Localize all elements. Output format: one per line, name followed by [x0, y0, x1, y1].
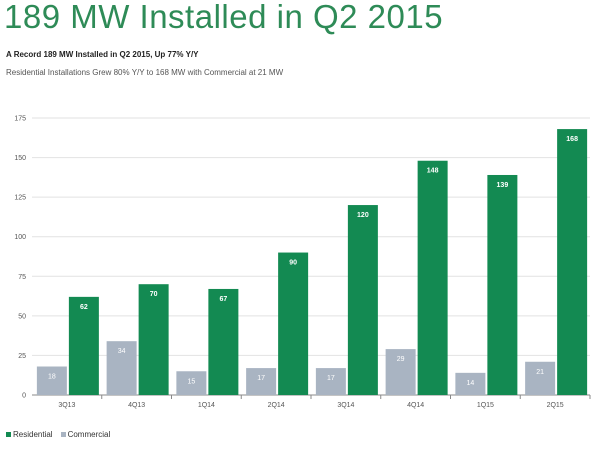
- y-tick-label: 50: [18, 313, 26, 320]
- bar-residential: [208, 288, 239, 395]
- data-label-residential: 148: [427, 168, 439, 175]
- bar-commercial: [315, 368, 346, 395]
- bar-residential: [138, 284, 169, 395]
- y-tick-label: 150: [14, 155, 26, 162]
- data-label-commercial: 14: [466, 380, 474, 387]
- legend-label-commercial: Commercial: [67, 430, 111, 439]
- data-label-residential: 67: [219, 296, 227, 303]
- data-label-commercial: 17: [257, 375, 265, 382]
- data-label-residential: 90: [289, 260, 297, 267]
- x-tick-label: 4Q14: [407, 402, 424, 409]
- bar-commercial: [246, 368, 277, 395]
- data-label-commercial: 29: [397, 356, 405, 363]
- chart-title: 189 MW Installed in Q2 2015: [4, 0, 444, 35]
- legend-label-residential: Residential: [13, 430, 53, 439]
- y-tick-label: 0: [22, 393, 26, 400]
- legend-swatch-residential: [6, 432, 11, 437]
- data-label-residential: 168: [566, 136, 578, 143]
- bar-commercial: [106, 341, 137, 395]
- y-tick-label: 125: [14, 195, 26, 202]
- bar-commercial: [455, 372, 486, 395]
- y-tick-label: 100: [14, 234, 26, 241]
- y-tick-label: 25: [18, 353, 26, 360]
- bar-commercial: [385, 349, 416, 395]
- data-label-commercial: 15: [187, 378, 195, 385]
- x-tick-label: 2Q14: [268, 402, 285, 409]
- bar-chart: 0 25 50 75 100 125 150 175 18 62 3Q13 34 70 4Q13 15 67 1…: [14, 116, 591, 409]
- bar-residential: [417, 160, 448, 395]
- legend-swatch-commercial: [60, 432, 66, 437]
- data-label-residential: 120: [357, 212, 369, 219]
- bar-residential: [68, 296, 99, 395]
- legend-item-commercial: Commercial: [60, 430, 111, 439]
- x-tick-label: 1Q15: [477, 402, 494, 409]
- chart-legend: Residential Commercial: [6, 430, 110, 439]
- bar-commercial: [525, 361, 556, 395]
- data-label-commercial: 21: [536, 369, 544, 376]
- x-tick-label: 4Q13: [128, 402, 145, 409]
- chart-subtitle-secondary: Residential Installations Grew 80% Y/Y t…: [6, 68, 284, 77]
- y-tick-label: 75: [18, 274, 26, 281]
- legend-item-residential: Residential: [6, 430, 53, 439]
- data-label-commercial: 34: [118, 348, 126, 355]
- data-label-residential: 70: [150, 291, 158, 298]
- x-tick-label: 1Q14: [198, 402, 215, 409]
- data-label-commercial: 17: [327, 375, 335, 382]
- data-label-commercial: 18: [48, 374, 56, 381]
- x-tick-label: 3Q13: [58, 402, 75, 409]
- y-tick-label: 175: [14, 116, 26, 123]
- chart-subtitle: A Record 189 MW Installed in Q2 2015, Up…: [6, 50, 199, 59]
- bar-residential: [557, 129, 588, 395]
- bar-commercial: [36, 366, 67, 395]
- bar-commercial: [176, 371, 207, 395]
- data-label-residential: 139: [497, 182, 509, 189]
- bar-residential: [278, 252, 309, 395]
- bar-residential: [347, 205, 378, 395]
- bar-residential: [487, 174, 518, 395]
- x-tick-label: 3Q14: [337, 402, 354, 409]
- x-tick-label: 2Q15: [547, 402, 564, 409]
- data-label-residential: 62: [80, 304, 88, 311]
